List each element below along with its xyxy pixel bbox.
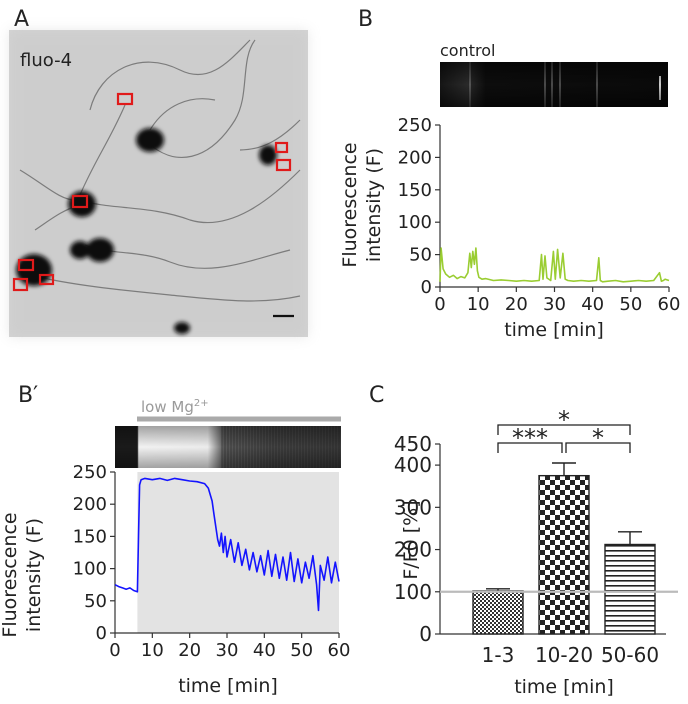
panel-bprime-letter: B′ (18, 383, 38, 408)
bar (538, 474, 590, 635)
panel-b-ylabel-line2: intensity (F) (363, 148, 385, 262)
y-tick-label: 100 (398, 212, 432, 233)
y-tick-label: 200 (394, 538, 432, 562)
y-tick-label: 200 (398, 147, 432, 168)
panel-a: A (9, 7, 308, 337)
panel-c-letter: C (369, 383, 384, 408)
bar (472, 590, 524, 635)
significance-bracket (565, 442, 631, 453)
x-tick-label: 30 (216, 640, 239, 661)
significance-bracket (497, 442, 563, 453)
x-tick-label: 20 (505, 294, 528, 315)
category-label: 10-20 (535, 643, 593, 667)
y-tick-label: 0 (96, 623, 107, 644)
panel-bprime-ylabel-line2: intensity (F) (23, 518, 45, 632)
category-label: 50-60 (601, 643, 659, 667)
x-tick-label: 20 (178, 640, 201, 661)
y-tick-label: 100 (73, 559, 107, 580)
panel-bprime-ylabel-line1: Fluorescence (0, 512, 21, 637)
significance-label: * (558, 406, 570, 434)
bar (604, 543, 656, 635)
y-tick-label: 150 (398, 180, 432, 201)
panel-b-ylabel-line1: Fluorescence (339, 142, 361, 267)
x-tick-label: 0 (434, 294, 445, 315)
y-tick-label: 100 (394, 580, 432, 604)
panel-a-letter: A (14, 7, 29, 32)
chart-control: 0 50 100 150 200 250 0 10 20 30 40 50 60 (398, 115, 681, 315)
y-tick-label: 150 (73, 526, 107, 547)
x-tick-label: 10 (141, 640, 164, 661)
y-tick-label: 0 (419, 622, 432, 646)
panel-b-condition: control (440, 41, 495, 60)
significance-label: * (592, 424, 604, 452)
stain-label: fluo-4 (20, 50, 72, 71)
x-tick-label: 40 (581, 294, 604, 315)
micrograph (9, 30, 308, 337)
panel-c-xlabel: time [min] (514, 676, 614, 698)
chart-low-mg: 0 50 100 150 200 250 0 10 20 30 40 50 60 (73, 462, 351, 661)
x-tick-label: 40 (253, 640, 276, 661)
x-tick-label: 50 (619, 294, 642, 315)
series-line (439, 247, 670, 283)
y-tick-label: 50 (409, 245, 432, 266)
x-tick-label: 60 (328, 640, 351, 661)
significance-bracket (497, 424, 631, 435)
y-tick-label: 50 (84, 591, 107, 612)
significance-label: *** (512, 424, 548, 452)
kymograph-b (440, 62, 668, 107)
series-line (114, 477, 340, 612)
y-tick-label: 250 (398, 115, 432, 136)
panel-b-xlabel: time [min] (504, 319, 604, 341)
x-tick-label: 10 (467, 294, 490, 315)
panel-bprime-xlabel: time [min] (178, 675, 278, 697)
panel-b: B control Fluorescence intensity (F) 0 50… (339, 7, 680, 341)
y-tick-label: 400 (394, 453, 432, 477)
y-tick-label: 300 (394, 495, 432, 519)
panel-c-ylabel: F/F0 [%] (400, 500, 422, 579)
x-tick-label: 0 (109, 640, 120, 661)
category-label: 1-3 (482, 643, 515, 667)
y-tick-label: 450 (394, 432, 432, 456)
y-tick-label: 200 (73, 494, 107, 515)
y-tick-label: 0 (421, 277, 432, 298)
panel-b-letter: B (358, 7, 373, 32)
low-mg-label: low Mg2+ (141, 398, 209, 416)
x-tick-label: 50 (290, 640, 313, 661)
x-tick-label: 60 (658, 294, 681, 315)
panel-bprime: B′ low Mg2+ Fluorescence intensity (F) 0… (0, 383, 350, 697)
shaded-region (137, 472, 339, 633)
y-tick-label: 250 (73, 462, 107, 483)
x-tick-label: 30 (543, 294, 566, 315)
kymograph-bprime (115, 426, 341, 468)
